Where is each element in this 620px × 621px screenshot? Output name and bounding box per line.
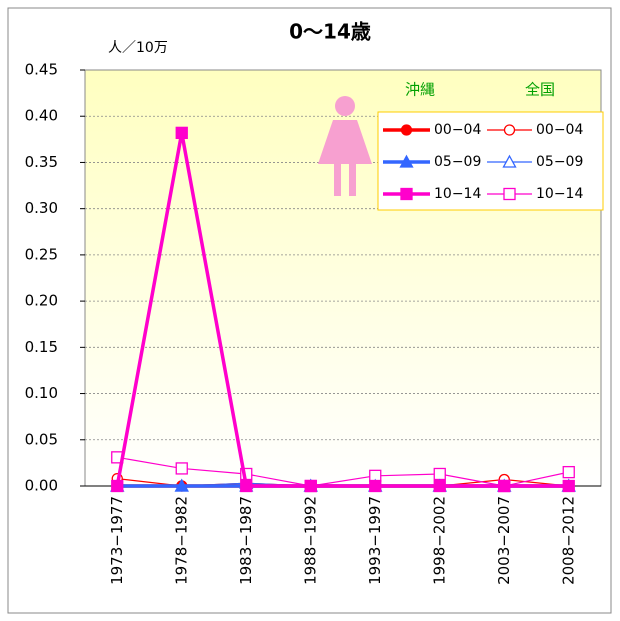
legend-label: 00−04 [434,122,481,138]
y-tick-label: 0.40 [25,107,58,125]
x-tick-label: 2008−2012 [559,496,577,585]
legend-marker [400,187,413,201]
marker [111,479,124,493]
legend-label: 00−04 [536,122,583,138]
y-tick-label: 0.45 [25,61,58,79]
plot: 0.00 0.05 0.10 0.15 0.20 0.25 0.30 0.35 0.40 0.45… [25,61,601,585]
y-unit-label: 人／10万 [108,40,168,56]
marker [304,479,317,493]
legend-group-label: 全国 [525,81,555,99]
marker [175,126,188,140]
marker [433,479,446,493]
y-tick-label: 0.20 [25,292,58,310]
x-tick-label: 1983−1987 [237,496,255,585]
x-tick-label: 1993−1997 [366,496,384,585]
series-line [117,456,569,487]
marker [498,479,511,493]
y-tick-label: 0.25 [25,245,58,263]
marker [562,465,575,479]
y-tick-label: 0.05 [25,430,58,448]
x-tick-label: 1988−1992 [301,496,319,585]
x-tick-label: 1973−1977 [108,496,126,585]
marker [240,479,253,493]
legend: 00−04 05−09 10−14 00−04 05−09 10−14 [383,122,583,202]
series-line [115,132,569,488]
y-tick-label: 0.30 [25,199,58,217]
x-tick-label: 1998−2002 [430,496,448,585]
legend-marker [502,154,517,168]
legend-marker [503,187,516,201]
marker [174,478,189,492]
y-tick-label: 0.35 [25,153,58,171]
legend-label: 05−09 [536,154,583,170]
marker [175,462,188,475]
legend-marker [503,124,516,136]
marker [433,467,446,481]
legend-marker [400,124,413,136]
marker [562,479,575,493]
x-tick-label: 2003−2007 [495,496,513,585]
x-tick-label: 1978−1982 [172,496,190,585]
y-tick-label: 0.15 [25,338,58,356]
legend-label: 10−14 [434,186,481,202]
legend-group-label: 沖縄 [405,81,435,99]
legend-label: 10−14 [536,186,583,202]
marker [369,479,382,493]
chart-title: 0〜14歳 [289,20,371,44]
y-tick-label: 0.00 [25,477,58,495]
legend-marker [399,154,414,168]
legend-label: 05−09 [434,154,481,170]
female-icon [318,96,372,196]
y-tick-label: 0.10 [25,384,58,402]
